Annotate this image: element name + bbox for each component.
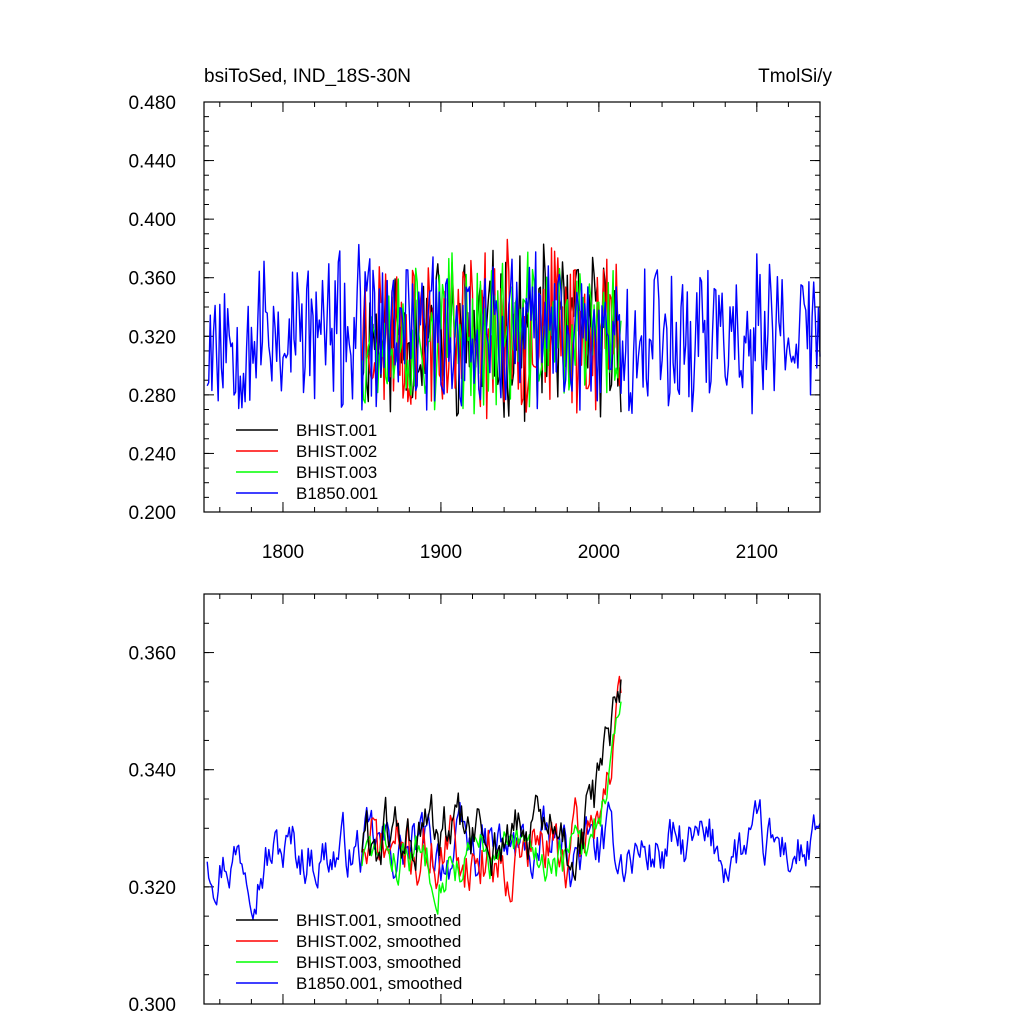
y-tick-label: 0.480 <box>128 93 176 114</box>
y-tick-label: 0.320 <box>128 878 176 899</box>
legend-label: B1850.001, smoothed <box>296 974 462 993</box>
legend-label: B1850.001 <box>296 484 378 503</box>
y-tick-label: 0.360 <box>128 644 176 665</box>
legend-label: BHIST.003 <box>296 463 377 482</box>
x-tick-label: 2100 <box>736 542 778 563</box>
y-tick-label: 0.320 <box>128 327 176 348</box>
top-chart-axes: 0.200 0.240 0.280 0.320 0.360 0.400 0.440 0.480… <box>128 93 821 563</box>
legend-label: BHIST.001, smoothed <box>296 911 461 930</box>
legend-label: BHIST.003, smoothed <box>296 953 461 972</box>
series-line-bhist-001-smoothed <box>361 679 622 881</box>
bottom-chart-series <box>206 675 821 920</box>
x-tick-label: 2000 <box>578 542 620 563</box>
bottom-chart-panel: 0.300 0.320 0.340 0.360 BHIST.001, smoothed… <box>128 593 821 1016</box>
top-chart-series <box>206 238 821 422</box>
legend-label: BHIST.001 <box>296 421 377 440</box>
top-chart-title-left: bsiToSed, IND_18S-30N <box>204 66 411 87</box>
y-tick-label: 0.280 <box>128 386 176 407</box>
x-tick-label: 1800 <box>262 542 304 563</box>
y-tick-label: 0.240 <box>128 444 176 465</box>
bottom-chart-frame <box>203 593 821 1005</box>
top-chart-title-right: TmolSi/y <box>758 66 832 87</box>
y-tick-label: 0.360 <box>128 269 176 290</box>
bottom-chart-legend: BHIST.001, smoothed BHIST.002, smoothed BH… <box>236 911 462 993</box>
x-tick-label: 1900 <box>420 542 462 563</box>
series-line-b1850-001-smoothed <box>206 799 821 920</box>
y-tick-label: 0.300 <box>128 995 176 1016</box>
series-line-b1850-001 <box>206 243 821 415</box>
top-chart-panel: bsiToSed, IND_18S-30N TmolSi/y 0.200 0.24… <box>128 66 832 563</box>
legend-label: BHIST.002, smoothed <box>296 932 461 951</box>
y-tick-label: 0.200 <box>128 503 176 524</box>
y-tick-label: 0.340 <box>128 761 176 782</box>
series-line-bhist-003-smoothed <box>361 701 622 915</box>
bottom-chart-axes: 0.300 0.320 0.340 0.360 <box>128 593 821 1016</box>
legend-label: BHIST.002 <box>296 442 377 461</box>
top-chart-frame <box>203 101 821 513</box>
y-tick-label: 0.400 <box>128 210 176 231</box>
y-tick-label: 0.440 <box>128 152 176 173</box>
top-chart-legend: BHIST.001 BHIST.002 BHIST.003 B1850.001 <box>236 421 378 503</box>
